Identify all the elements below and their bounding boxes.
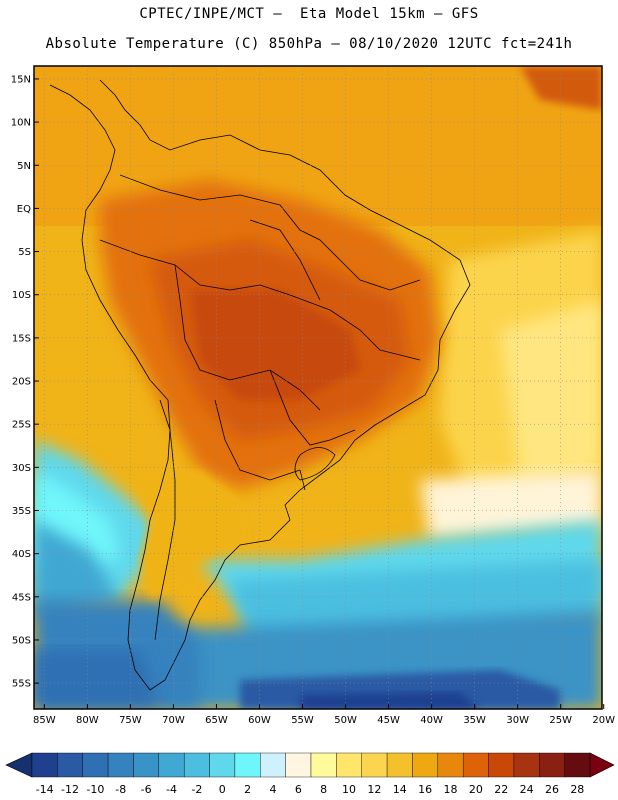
colorbar-swatch [564,752,591,778]
colorbar-swatch [361,752,388,778]
colorbar-swatch [539,752,565,778]
lon-label: 80W [76,715,99,726]
graticule [34,66,602,709]
lon-label: 70W [162,715,185,726]
colorbar-label: -12 [61,783,79,796]
lat-label: 5N [17,161,31,172]
colorbar: -14 -12 -10 -8 -6 -4 -2 0 2 4 6 8 10 12 14 16 18 20 22 24 26… [5,752,615,796]
colorbar-label: 4 [269,783,276,796]
colorbar-label: 12 [367,783,381,796]
colorbar-max-arrow [589,752,615,778]
colorbar-swatch [234,752,261,778]
colorbar-label: 6 [295,783,302,796]
lat-label: 40S [12,549,31,560]
lat-label: 10S [12,290,31,301]
colorbar-label: 22 [494,783,508,796]
colorbar-label: 14 [393,783,407,796]
lat-label: 50S [12,635,31,646]
temperature-field [34,66,602,709]
lon-label: 85W [33,715,56,726]
lat-label: 20S [12,377,31,388]
lat-label: 45S [12,592,31,603]
colorbar-label: 0 [219,783,226,796]
colorbar-label: -4 [166,783,177,796]
colorbar-swatch [183,752,210,778]
colorbar-swatch [57,752,83,778]
colorbar-label: 28 [570,783,584,796]
colorbar-label: -6 [141,783,152,796]
colorbar-label: 20 [469,783,483,796]
colorbar-swatch [488,752,515,778]
colorbar-swatch [310,752,337,778]
lon-label: 75W [119,715,142,726]
colorbar-swatch [260,752,286,778]
colorbar-label: 18 [444,783,458,796]
lat-label: 25S [12,420,31,431]
colorbar-swatch [462,752,489,778]
colorbar-swatch [158,752,185,778]
lon-label: 40W [420,715,443,726]
lat-label: 15S [12,333,31,344]
colorbar-label: 16 [418,783,432,796]
colorbar-label: 10 [342,783,356,796]
colorbar-min-arrow [5,752,33,778]
lon-label: 25W [549,715,572,726]
lon-label: 50W [334,715,357,726]
colorbar-swatch [107,752,134,778]
colorbar-swatch [31,752,58,778]
lat-label: 55S [12,679,31,690]
lat-label: EQ [17,204,31,215]
lon-label: 30W [506,715,529,726]
lat-label: 10N [11,118,31,129]
longitude-labels: 85W 80W 75W 70W 65W 60W 55W 50W 45W 40W 35W 30W 25W 2… [33,704,615,726]
colorbar-label: -10 [86,783,104,796]
lat-label: 35S [12,506,31,517]
lon-label: 55W [291,715,314,726]
coastlines [49,79,471,691]
lat-label: 15N [11,74,31,85]
title-line-1: CPTEC/INPE/MCT – Eta Model 15km – GFS [139,6,479,22]
latitude-labels: 15N 10N 5N EQ 5S 10S 15S 20S 25S 30S 35S 40S 45S 50S 5… [11,74,39,690]
colorbar-swatch [386,752,413,778]
lat-label: 30S [12,463,31,474]
colorbar-swatch [133,752,160,778]
colorbar-label: -14 [36,783,54,796]
colorbar-label: -2 [191,783,202,796]
map-frame [33,65,603,710]
colorbar-label: -8 [115,783,126,796]
colorbar-swatch [437,752,464,778]
title-line-2: Absolute Temperature (C) 850hPa – 08/10/… [45,36,573,52]
colorbar-swatch [513,752,540,778]
lat-label: 5S [18,247,31,258]
colorbar-swatch [412,752,439,778]
lon-label: 45W [377,715,400,726]
lon-label: 35W [463,715,486,726]
lon-label: 65W [205,715,228,726]
colorbar-label: 8 [320,783,327,796]
colorbar-swatch [285,752,312,778]
colorbar-swatch [82,752,109,778]
colorbar-label: 2 [244,783,251,796]
colorbar-label: 24 [520,783,534,796]
lon-label: 20W [592,715,615,726]
colorbar-label: 26 [545,783,559,796]
lon-label: 60W [248,715,271,726]
colorbar-swatch [336,752,362,778]
colorbar-swatch [209,752,236,778]
